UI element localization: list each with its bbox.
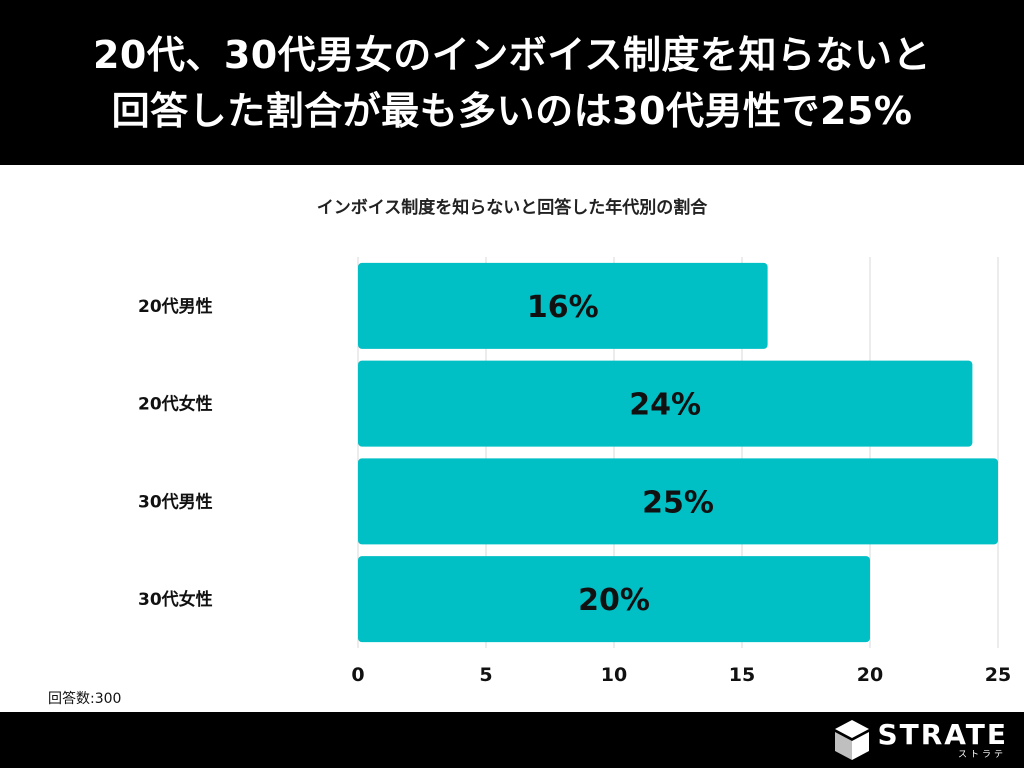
response-count-note: 回答数:300 bbox=[48, 691, 122, 707]
strate-logo-icon bbox=[835, 720, 870, 760]
headline-banner: 20代、30代男女のインボイス制度を知らないと 回答した割合が最も多いのは30代… bbox=[0, 0, 1024, 165]
data-label: 24% bbox=[629, 388, 701, 423]
brand-name: STRATE bbox=[877, 718, 1008, 751]
bar-chart: 20代男性 16% 20代女性 24% 30代男性 25% 30代女性 20% 0 5 10 15 20… bbox=[138, 257, 1011, 686]
x-tick-label: 25 bbox=[985, 664, 1011, 686]
category-label: 30代女性 bbox=[138, 589, 213, 610]
category-label: 20代女性 bbox=[138, 394, 213, 415]
x-tick-label: 10 bbox=[601, 664, 627, 686]
bar bbox=[358, 360, 973, 447]
footer-bar: STRATE ストラテ bbox=[0, 712, 1024, 768]
data-label: 25% bbox=[642, 485, 714, 520]
bar bbox=[358, 262, 768, 349]
headline-line-2: 回答した割合が最も多いのは30代男性で25% bbox=[111, 88, 913, 133]
x-tick-label: 20 bbox=[857, 664, 883, 686]
x-tick-label: 15 bbox=[729, 664, 755, 686]
category-label: 20代男性 bbox=[138, 296, 213, 317]
headline-line-1: 20代、30代男女のインボイス制度を知らないと bbox=[92, 32, 932, 77]
x-tick-label: 0 bbox=[351, 664, 364, 686]
bar bbox=[358, 458, 998, 545]
category-label: 30代男性 bbox=[138, 491, 213, 512]
chart-title: インボイス制度を知らないと回答した年代別の割合 bbox=[316, 198, 708, 218]
brand-kana: ストラテ bbox=[957, 750, 1006, 760]
x-tick-label: 5 bbox=[479, 664, 492, 686]
data-label: 16% bbox=[527, 290, 599, 325]
bar bbox=[358, 556, 870, 643]
strate-logo: STRATE ストラテ bbox=[835, 718, 1008, 762]
data-label: 20% bbox=[578, 583, 650, 618]
